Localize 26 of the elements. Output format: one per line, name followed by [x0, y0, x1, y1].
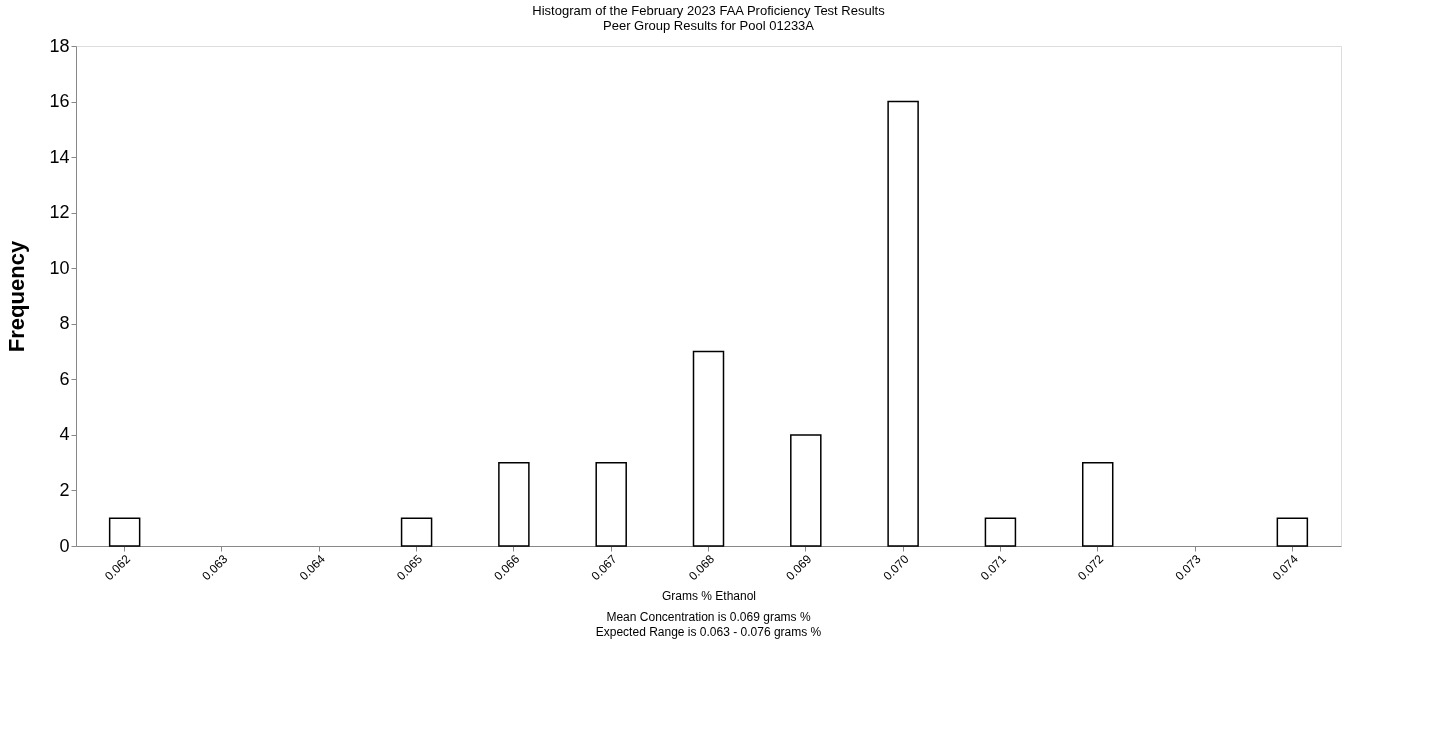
y-axis-title: Frequency [4, 240, 30, 353]
text: Mean Concentration is 0.069 grams % [606, 610, 811, 624]
y-tick-label: 12 [49, 202, 70, 223]
y-tick-label: 6 [59, 368, 70, 389]
bar [790, 434, 822, 547]
text: Histogram of the February 2023 FAA Proficiency Test Results [532, 3, 885, 18]
y-tick-label: 0 [59, 535, 70, 556]
y-tick-label: 18 [49, 35, 70, 56]
text: Peer Group Results for Pool 01233A [602, 18, 815, 33]
y-tick-label: 14 [49, 146, 70, 167]
text: Expected Range is 0.063 - 0.076 grams % [595, 625, 822, 639]
bar [984, 517, 1017, 547]
y-tick-label: 16 [49, 91, 70, 112]
bar [692, 350, 725, 547]
y-tick-label: 4 [59, 424, 70, 445]
bar [400, 517, 433, 547]
y-tick-label: 10 [49, 257, 70, 278]
y-tick-label: 8 [59, 313, 70, 334]
bar [498, 461, 530, 547]
bar [1276, 517, 1309, 547]
bar [595, 461, 627, 547]
bar [1081, 461, 1114, 547]
x-axis-title: Grams % Ethanol [661, 588, 757, 603]
bar [887, 100, 919, 547]
y-tick-label: 2 [59, 479, 70, 500]
bar [108, 517, 141, 547]
